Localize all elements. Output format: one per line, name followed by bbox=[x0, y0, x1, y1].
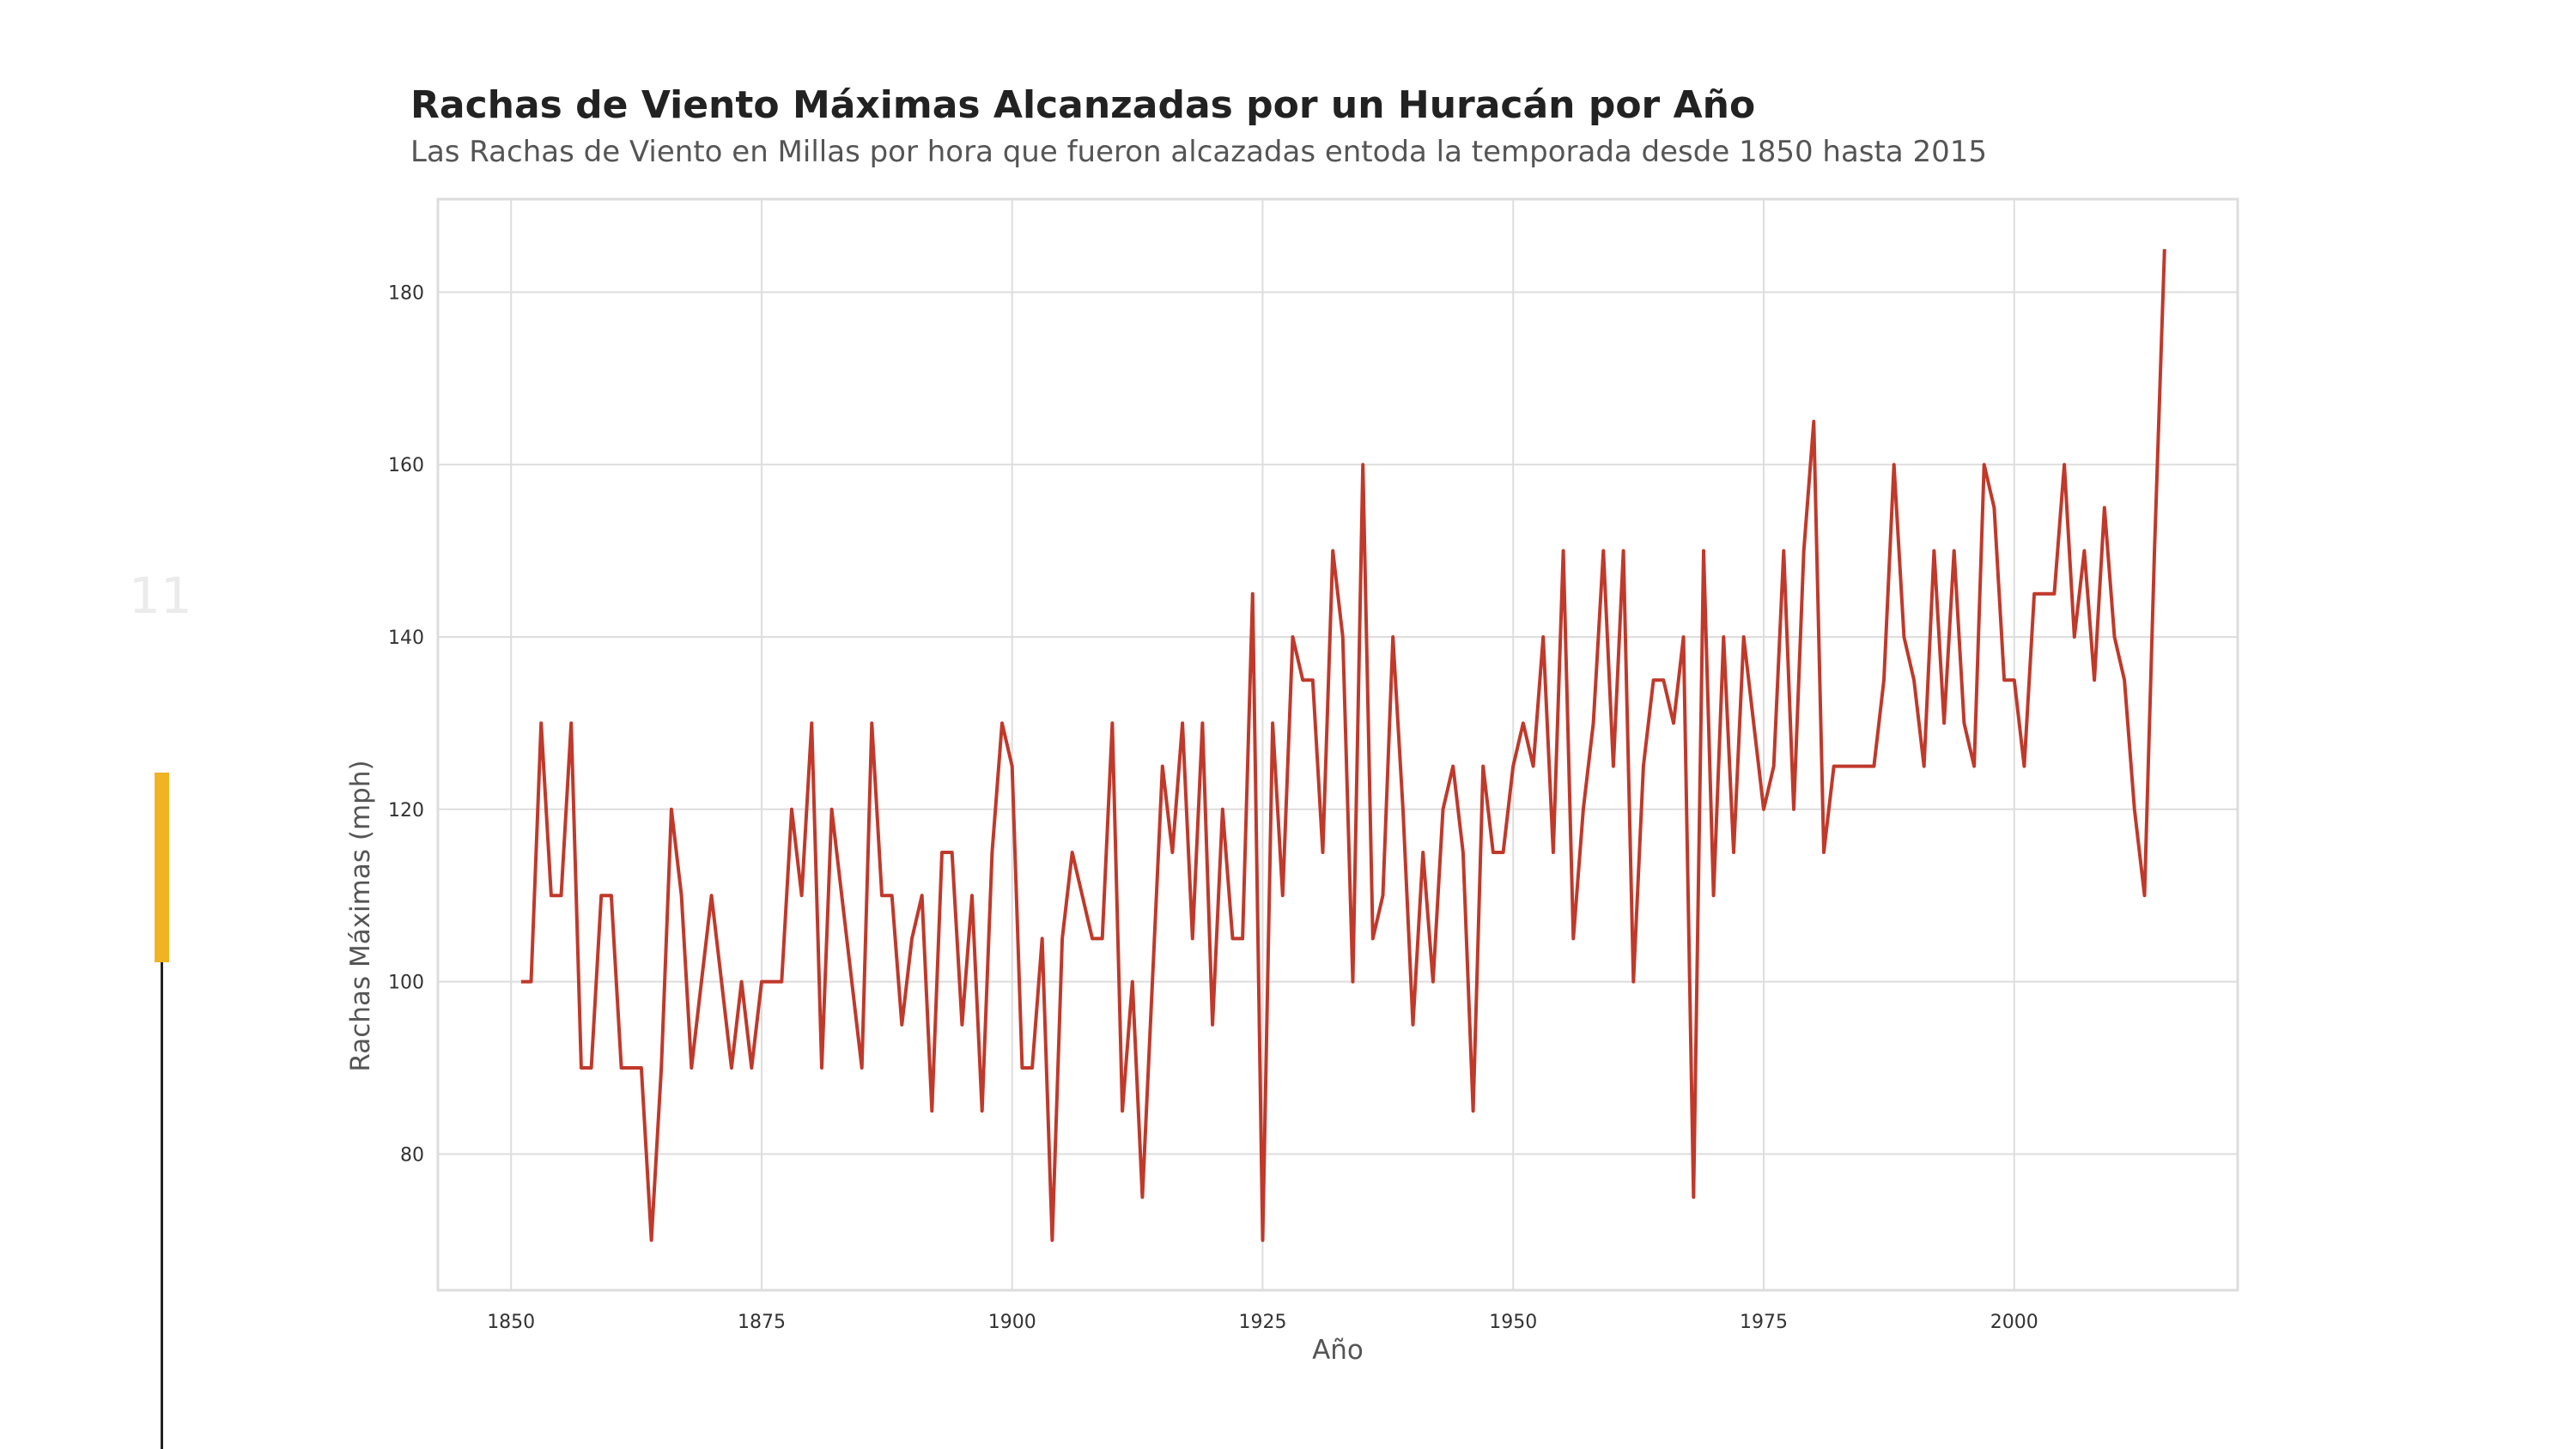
y-tick-label: 120 bbox=[388, 800, 424, 822]
x-tick-label: 1875 bbox=[738, 1312, 786, 1333]
y-tick-label: 180 bbox=[388, 282, 424, 304]
y-tick-label: 160 bbox=[388, 455, 424, 476]
chart-subtitle: Las Rachas de Viento en Millas por hora … bbox=[410, 135, 1987, 169]
x-tick-label: 1925 bbox=[1238, 1312, 1286, 1333]
y-tick-label: 80 bbox=[400, 1144, 424, 1166]
x-tick-label: 1975 bbox=[1740, 1312, 1788, 1333]
x-axis-label: Año bbox=[1312, 1335, 1364, 1366]
x-tick-label: 1950 bbox=[1489, 1312, 1537, 1333]
y-tick-label: 100 bbox=[388, 973, 424, 994]
grid bbox=[438, 199, 2238, 1290]
y-axis-label: Rachas Máximas (mph) bbox=[345, 760, 376, 1071]
x-tick-label: 1900 bbox=[988, 1312, 1036, 1333]
x-tick-label: 1850 bbox=[487, 1312, 535, 1333]
series-line bbox=[520, 249, 2166, 1242]
x-tick-label: 2000 bbox=[1990, 1312, 2038, 1333]
plot-area bbox=[436, 197, 2239, 1292]
tick-labels: 1850 1875 1900 1925 1950 1975 2000 80 100 120 140 1… bbox=[388, 282, 2038, 1333]
progress-track bbox=[161, 773, 163, 1449]
progress-fill bbox=[155, 773, 169, 962]
y-tick-label: 140 bbox=[388, 627, 424, 649]
chart-title: Rachas de Viento Máximas Alcanzadas por … bbox=[410, 83, 1755, 127]
slide-number: 11 bbox=[129, 567, 192, 625]
